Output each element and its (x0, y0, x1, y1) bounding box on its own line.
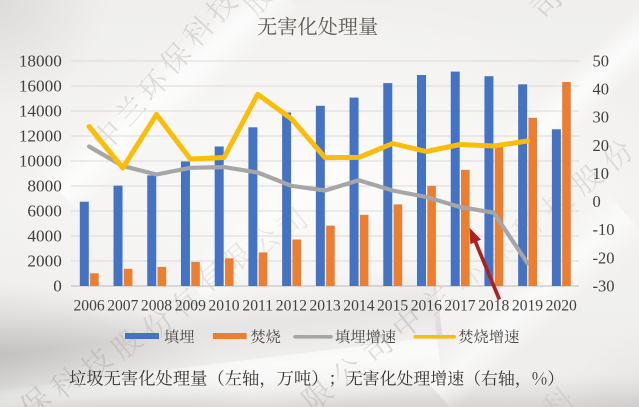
svg-text:16000: 16000 (19, 77, 62, 96)
svg-text:18000: 18000 (19, 52, 62, 71)
svg-text:2016: 2016 (411, 297, 442, 314)
svg-text:0: 0 (593, 192, 601, 211)
svg-text:2009: 2009 (175, 297, 206, 314)
svg-text:12000: 12000 (19, 127, 62, 146)
svg-text:2007: 2007 (107, 297, 138, 314)
svg-text:2013: 2013 (310, 297, 341, 314)
svg-text:-30: -30 (593, 276, 615, 295)
svg-text:2015: 2015 (377, 297, 408, 314)
svg-text:50: 50 (593, 51, 610, 70)
svg-text:-10: -10 (593, 220, 615, 239)
svg-text:2017: 2017 (444, 297, 475, 314)
svg-text:2020: 2020 (546, 297, 577, 314)
svg-text:2006: 2006 (74, 297, 105, 314)
svg-text:8000: 8000 (27, 177, 61, 196)
svg-text:40: 40 (593, 80, 610, 99)
svg-text:10: 10 (593, 164, 610, 183)
svg-text:2000: 2000 (27, 252, 61, 271)
svg-text:2018: 2018 (478, 297, 509, 314)
svg-text:2011: 2011 (242, 297, 273, 314)
svg-text:2010: 2010 (208, 297, 239, 314)
svg-text:30: 30 (593, 108, 610, 127)
svg-text:0: 0 (53, 277, 62, 296)
svg-text:2014: 2014 (343, 297, 374, 314)
svg-text:14000: 14000 (19, 102, 62, 121)
svg-text:6000: 6000 (27, 202, 61, 221)
svg-text:10000: 10000 (19, 152, 62, 171)
svg-text:-20: -20 (593, 248, 615, 267)
svg-text:20: 20 (593, 136, 610, 155)
svg-text:2019: 2019 (512, 297, 543, 314)
svg-text:2008: 2008 (141, 297, 172, 314)
svg-text:2012: 2012 (276, 297, 307, 314)
svg-text:4000: 4000 (27, 227, 61, 246)
